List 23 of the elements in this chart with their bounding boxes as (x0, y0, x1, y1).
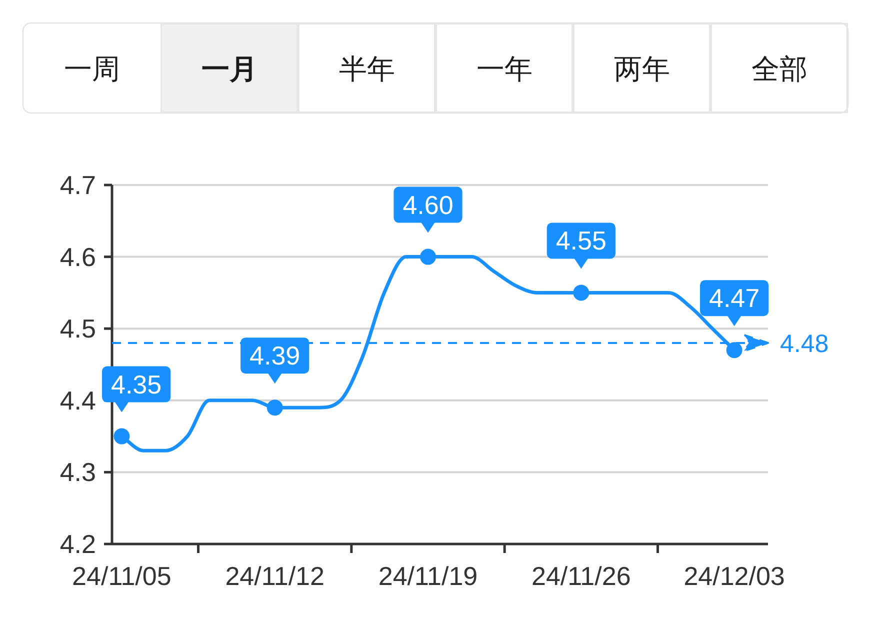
y-tick-label: 4.7 (60, 170, 96, 200)
data-label: 4.35 (111, 369, 162, 400)
data-label: 4.55 (556, 226, 606, 256)
tab-label: 全部 (751, 54, 808, 84)
tab-label: 半年 (338, 54, 395, 84)
y-tick-label: 4.2 (60, 529, 96, 559)
tab-label: 一年 (476, 54, 532, 84)
tab-label: 两年 (614, 54, 670, 84)
x-tick-label: 24/11/26 (532, 561, 631, 591)
y-tick-label: 4.5 (60, 314, 96, 344)
x-tick-label: 24/11/05 (72, 561, 172, 591)
ref-line-label: 4.48 (780, 330, 829, 358)
y-tick-label: 4.6 (60, 242, 96, 272)
y-tick-label: 4.4 (60, 385, 96, 416)
data-label: 4.60 (402, 190, 454, 220)
tab-label: 一月 (201, 54, 258, 84)
x-tick-label: 24/11/19 (378, 561, 478, 591)
x-tick-label: 24/12/03 (684, 561, 785, 591)
tab-label: 一周 (64, 54, 120, 84)
data-label: 4.47 (709, 283, 760, 314)
y-tick-label: 4.3 (60, 457, 96, 488)
data-label: 4.39 (250, 340, 300, 371)
x-tick-label: 24/11/12 (225, 561, 324, 591)
